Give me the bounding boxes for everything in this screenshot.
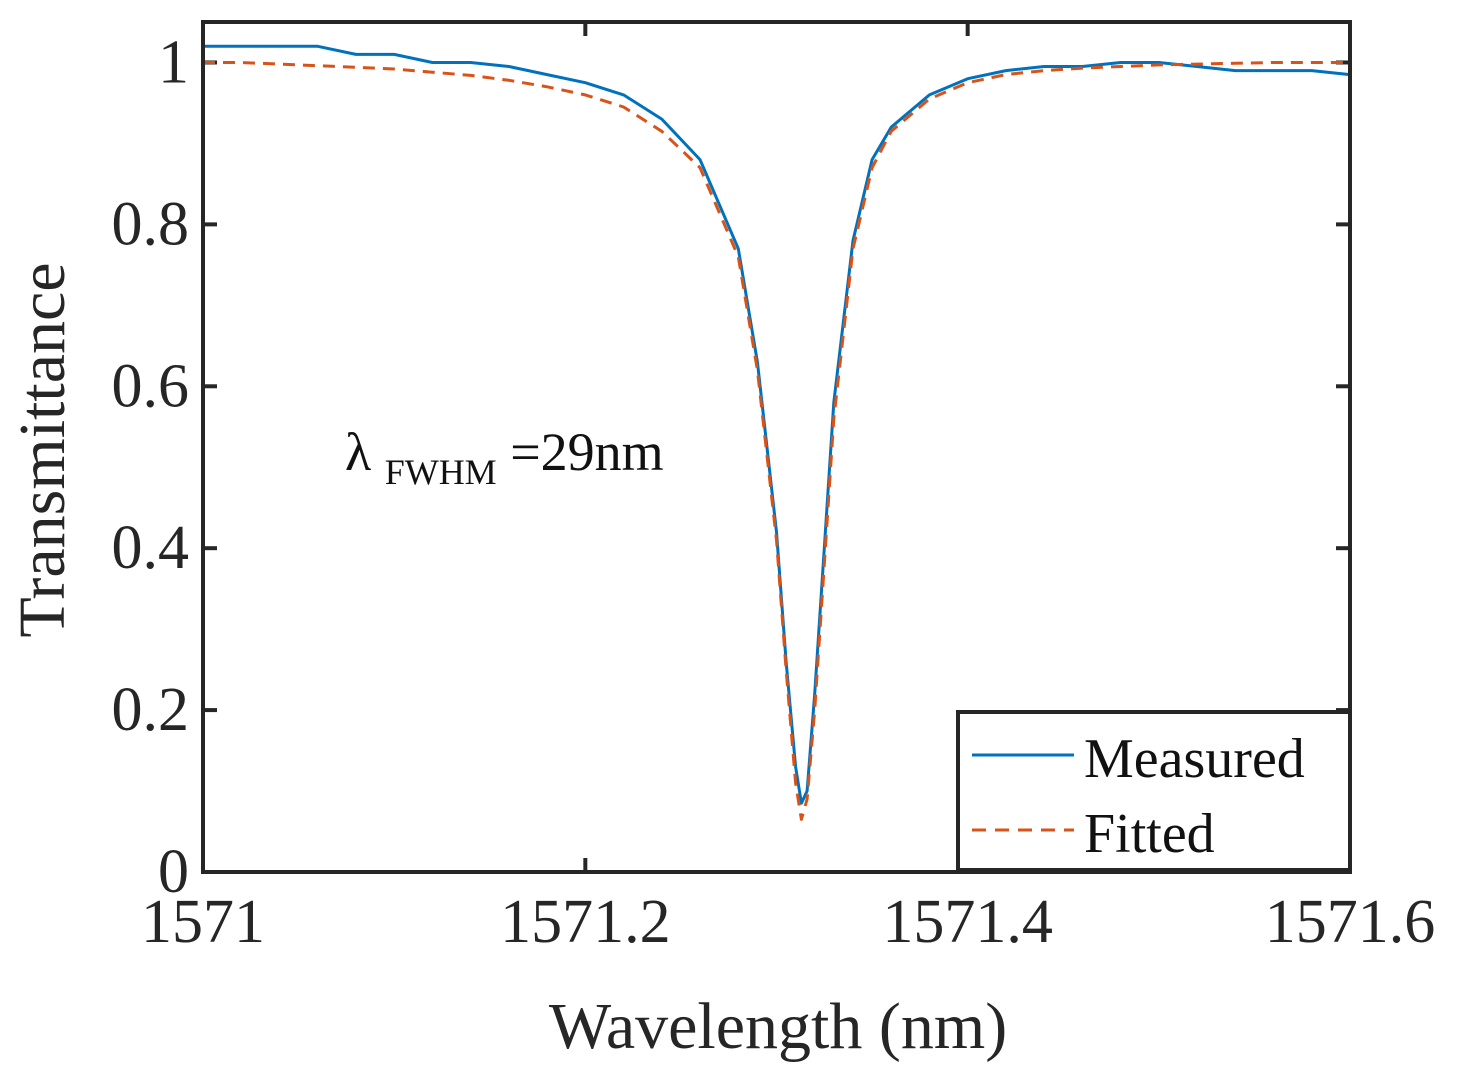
x-tick-label: 1571.4 — [882, 888, 1053, 956]
y-tick-label: 0 — [158, 838, 189, 906]
legend-fitted-label: Fitted — [1084, 803, 1215, 865]
x-tick-label: 1571.2 — [500, 888, 671, 956]
series-fitted-line — [203, 61, 1350, 821]
svg-text:λ FWHM =29nm: λ FWHM =29nm — [345, 422, 664, 496]
y-tick-label: 1 — [158, 28, 189, 96]
x-axis-label: Wavelength (nm) — [549, 990, 1007, 1063]
series-measured-line — [203, 44, 1351, 805]
plot-frame — [201, 20, 1352, 874]
y-tick-label: 0.6 — [112, 352, 190, 420]
y-tick-label: 0.8 — [112, 190, 190, 258]
legend-box — [956, 710, 1352, 872]
y-axis-label: Transmittance — [6, 262, 79, 637]
x-tick-label: 1571.6 — [1265, 888, 1436, 956]
legend: Measured Fitted — [956, 710, 1352, 872]
annotation-subscript: FWHM — [385, 452, 497, 492]
annotation-value: =29nm — [510, 422, 663, 482]
tick-labels: 1571 1571.2 1571.4 1571.6 0 0.2 0.4 0.6 0.8 1 — [112, 28, 1436, 956]
annotation-symbol: λ — [345, 422, 371, 482]
x-tick-label: 1571 — [141, 888, 265, 956]
legend-measured-label: Measured — [1084, 728, 1305, 790]
y-tick-label: 0.2 — [112, 676, 190, 744]
series-layer — [201, 20, 1352, 874]
fwhm-annotation: λ FWHM =29nm — [345, 422, 664, 496]
y-tick-label: 0.4 — [112, 514, 190, 582]
